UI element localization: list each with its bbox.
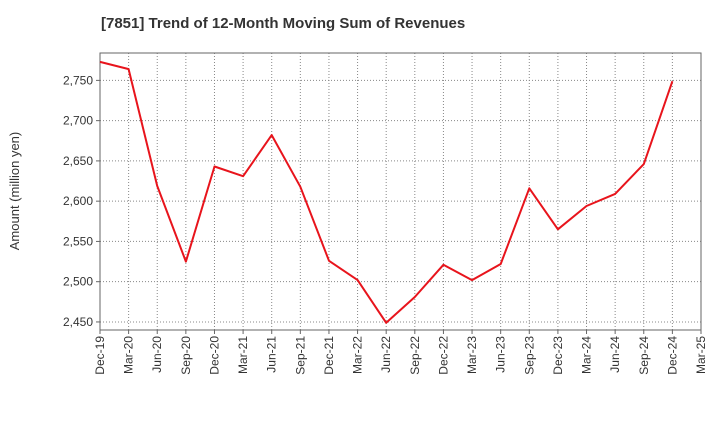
x-tick-label: Sep-22: [408, 336, 422, 375]
x-tick-label: Mar-23: [465, 336, 479, 374]
x-tick-label: Dec-19: [93, 336, 107, 375]
plot-frame: [99, 52, 702, 331]
y-tick-label: 2,750: [63, 73, 93, 87]
y-tick-label: 2,700: [63, 114, 93, 128]
x-tick-label: Dec-24: [665, 336, 679, 375]
x-tick-label: Mar-22: [351, 336, 365, 374]
x-tick-label: Dec-23: [551, 336, 565, 375]
x-tick-label: Dec-20: [207, 336, 221, 375]
x-tick-label: Jun-21: [265, 336, 279, 373]
y-tick-label: 2,550: [63, 234, 93, 248]
x-tick-label: Mar-25: [694, 336, 708, 374]
x-tick-label: Jun-23: [494, 336, 508, 373]
y-axis-title: Amount (million yen): [7, 132, 22, 251]
x-tick-label: Sep-21: [293, 336, 307, 375]
x-tick-label: Jun-22: [379, 336, 393, 373]
x-tick-label: Jun-24: [608, 336, 622, 373]
x-tick-label: Mar-21: [236, 336, 250, 374]
x-tick-label: Jun-20: [150, 336, 164, 373]
x-tick-label: Mar-20: [122, 336, 136, 374]
grid-lines: [100, 53, 701, 330]
series-line: [99, 60, 674, 324]
y-tick-label: 2,650: [63, 154, 93, 168]
x-tick-label: Sep-24: [637, 336, 651, 375]
y-tick-label: 2,450: [63, 315, 93, 329]
series-group: [99, 60, 674, 324]
x-axis-ticks: Dec-19 Mar-20 Jun-20 Sep-20 Dec-20 Mar-21 Jun-…: [93, 330, 708, 375]
x-tick-label: Sep-23: [522, 336, 536, 375]
chart-title: [7851] Trend of 12-Month Moving Sum of R…: [101, 15, 466, 32]
y-tick-label: 2,600: [63, 194, 93, 208]
y-tick-label: 2,500: [63, 275, 93, 289]
y-axis-ticks: 2,450 2,500 2,550 2,600 2,650 2,700 2,750: [63, 73, 100, 329]
x-tick-label: Dec-22: [436, 336, 450, 375]
x-tick-label: Sep-20: [179, 336, 193, 375]
x-tick-label: Mar-24: [580, 336, 594, 374]
x-tick-label: Dec-21: [322, 336, 336, 375]
